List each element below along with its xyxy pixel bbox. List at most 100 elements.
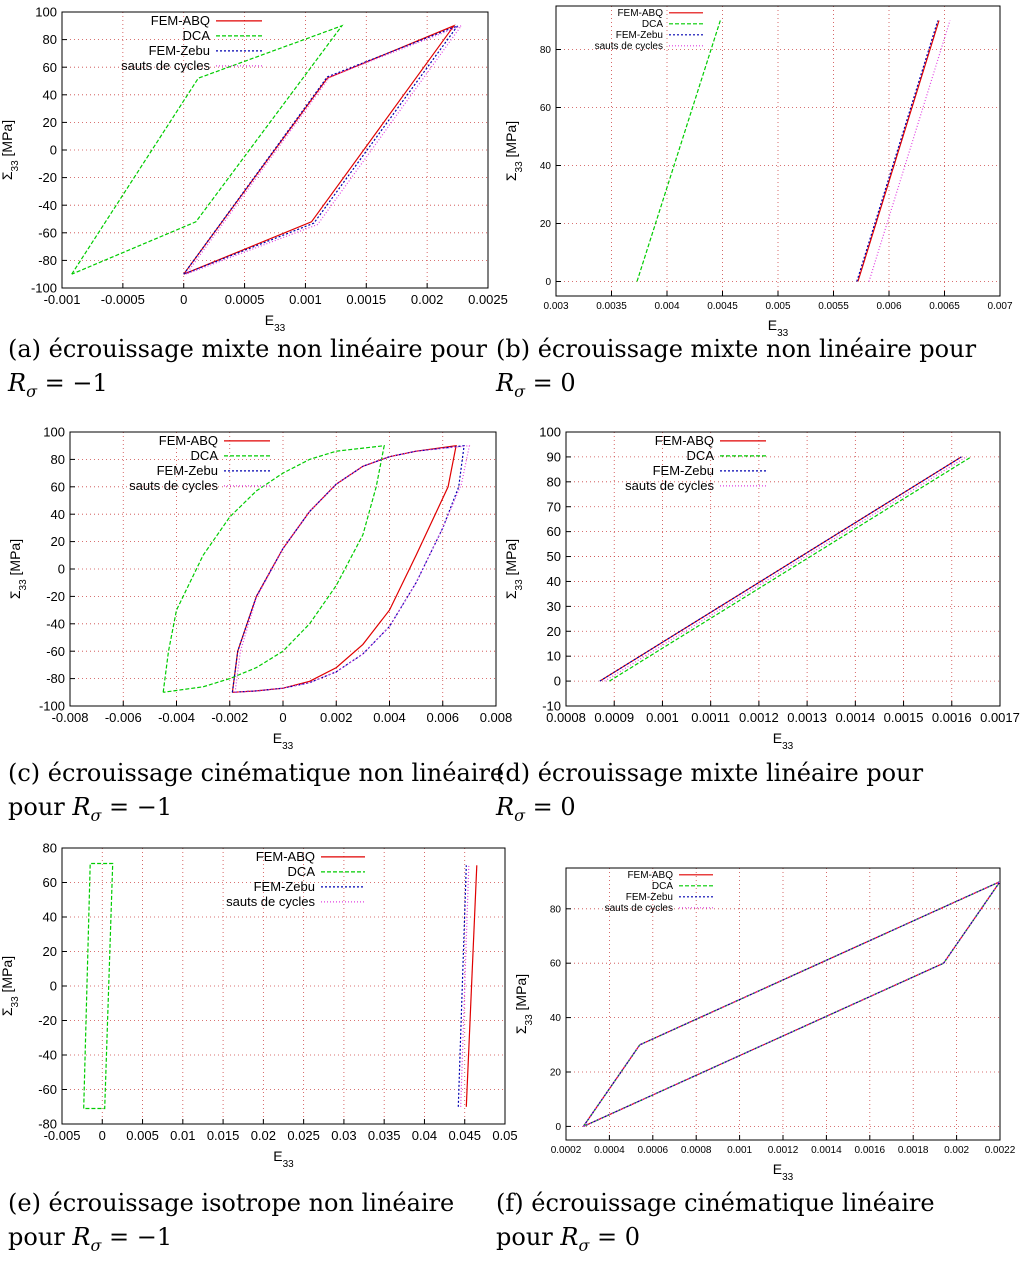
y-tick-label: 10 [547,649,561,664]
y-tick-label: -80 [38,1117,57,1132]
plot-frame [61,847,506,1125]
y-axis-label: Σ33 [MPa] [0,956,21,1016]
caption-d: (d) écrouissage mixte linéaire pour Rσ =… [496,756,923,833]
series-sauts-de-cycles [604,456,967,682]
caption-f-line2: pour Rσ = 0 [496,1223,641,1255]
y-axis-label: Σ33 [MPa] [513,974,535,1034]
x-axis-label: E33 [273,730,294,752]
caption-c-line1: (c) écrouissage cinématique non linéaire [8,759,505,787]
y-tick-label: 80 [43,841,57,856]
x-tick-label: 0.005 [126,1128,159,1143]
caption-e-line1: (e) écrouissage isotrope non linéaire [8,1189,455,1217]
y-tick-label: 40 [43,87,57,102]
y-tick-label: 20 [43,944,57,959]
x-tick-label: 0.0035 [596,301,627,312]
x-tick-label: 0.0002 [551,1145,582,1156]
y-tick-label: 20 [547,624,561,639]
x-tick-label: -0.004 [158,710,195,725]
series-sauts-de-cycles [185,24,463,275]
series-dca [582,880,1000,1127]
y-axis-label: Σ33 [MPa] [503,121,525,181]
series-fem-zebu [457,865,467,1107]
plot-frame [69,431,497,707]
x-tick-label: -0.002 [211,710,248,725]
x-tick-label: 0.03 [331,1128,356,1143]
x-tick-label: 0.004 [654,301,679,312]
y-tick-label: 30 [547,599,561,614]
x-tick-label: 0.0022 [985,1145,1016,1156]
y-tick-label: 40 [550,1013,562,1024]
chart-c: -0.008 -0.006 -0.004 -0.002 0 0.002 0.004 0.006… [7,425,512,752]
legend-label: DCA [288,864,316,879]
legend-label: sauts de cycles [226,894,315,909]
x-tick-label: 0.006 [876,301,901,312]
x-tick-label: 0.0006 [638,1145,669,1156]
series-fem-abq [465,865,478,1107]
x-tick-label: 0 [279,710,286,725]
y-tick-label: -80 [46,671,65,686]
x-tick-label: 0.007 [987,301,1012,312]
x-tick-label: 0 [180,292,187,307]
y-tick-label: 0 [50,143,57,158]
series-sauts-de-cycles [582,880,1000,1127]
y-tick-label: 80 [43,32,57,47]
caption-b-line2: Rσ = 0 [496,369,576,401]
y-tick-label: -40 [38,198,57,213]
y-tick-label: -80 [38,253,57,268]
series-fem-abq [857,20,940,282]
caption-b-line1: (b) écrouissage mixte non linéaire pour [496,335,977,363]
x-tick-label: 0.0013 [787,710,827,725]
legend-label: DCA [652,881,673,892]
y-tick-label: -20 [38,1013,57,1028]
y-tick-label: 60 [51,479,65,494]
legend-label: FEM-ABQ [627,870,673,881]
legend-label: FEM-ABQ [655,433,714,448]
y-tick-label: 0 [58,562,65,577]
series-dca [71,24,344,275]
series-fem-zebu [582,880,1000,1127]
y-tick-label: 0 [554,674,561,689]
x-tick-label: 0.0055 [818,301,849,312]
x-tick-label: 0.0005 [225,292,265,307]
x-tick-label: 0.02 [251,1128,276,1143]
y-tick-label: 40 [547,574,561,589]
x-tick-label: 0.005 [765,301,790,312]
x-tick-label: 0.0015 [346,292,386,307]
x-tick-label: 0.035 [368,1128,401,1143]
plot-frame [565,867,1001,1141]
series-dca [636,20,721,282]
legend-label: DCA [183,28,211,43]
chart-e: -0.005 0 0.005 0.01 0.015 0.02 0.025 0.03 0.035 0… [0,841,518,1170]
caption-a-line2: Rσ = −1 [8,369,108,401]
legend-label: sauts de cycles [121,58,210,73]
series-fem-zebu [231,445,465,693]
legend-label: FEM-ABQ [617,8,663,19]
plot-frame [61,11,489,289]
x-tick-label: 0.0009 [594,710,634,725]
y-axis-label: Σ33 [MPa] [0,120,21,180]
x-axis-label: E33 [773,730,794,752]
series-fem-zebu [599,456,962,682]
y-tick-label: 60 [547,524,561,539]
x-tick-label: 0.0008 [681,1145,712,1156]
x-tick-label: 0.0014 [811,1145,842,1156]
y-tick-label: 100 [539,425,561,440]
series-fem-zebu [183,24,460,275]
x-tick-label: 0.0014 [835,710,875,725]
y-tick-label: 70 [547,499,561,514]
x-axis-label: E33 [773,1161,794,1183]
y-tick-label: 60 [43,875,57,890]
caption-f-line1: (f) écrouissage cinématique linéaire [496,1189,935,1217]
x-tick-label: 0.01 [170,1128,195,1143]
legend-label: FEM-Zebu [616,30,663,41]
x-tick-label: 0.006 [426,710,459,725]
x-tick-label: -0.0005 [101,292,145,307]
legend-label: sauts de cycles [625,478,714,493]
caption-c: (c) écrouissage cinématique non linéaire… [8,756,504,833]
caption-f: (f) écrouissage cinématique linéaire pou… [496,1186,935,1263]
y-tick-label: -10 [542,699,561,714]
x-tick-label: 0.008 [480,710,513,725]
